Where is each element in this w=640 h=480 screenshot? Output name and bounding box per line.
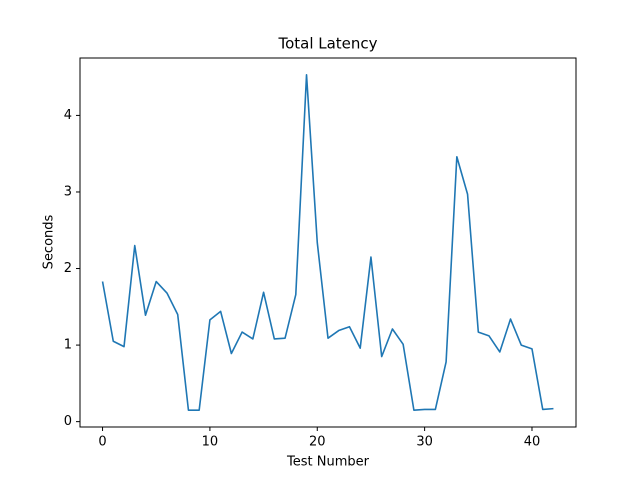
data-line <box>101 74 554 411</box>
x-tick-label: 20 <box>309 435 326 450</box>
x-axis-label: Test Number <box>286 455 370 470</box>
y-tick-label: 1 <box>64 338 72 353</box>
y-tick-label: 3 <box>64 184 72 199</box>
x-tick-label: 0 <box>98 435 106 450</box>
x-tick-label: 10 <box>202 435 219 450</box>
x-tick-label: 40 <box>524 435 541 450</box>
x-tick-label: 30 <box>416 435 433 450</box>
y-tick-label: 0 <box>64 414 72 429</box>
y-tick-label: 4 <box>64 108 72 123</box>
y-tick-label: 2 <box>64 261 72 276</box>
chart-title: Total Latency <box>277 35 377 53</box>
plot-frame <box>79 57 577 428</box>
y-axis-label: Seconds <box>42 214 57 269</box>
